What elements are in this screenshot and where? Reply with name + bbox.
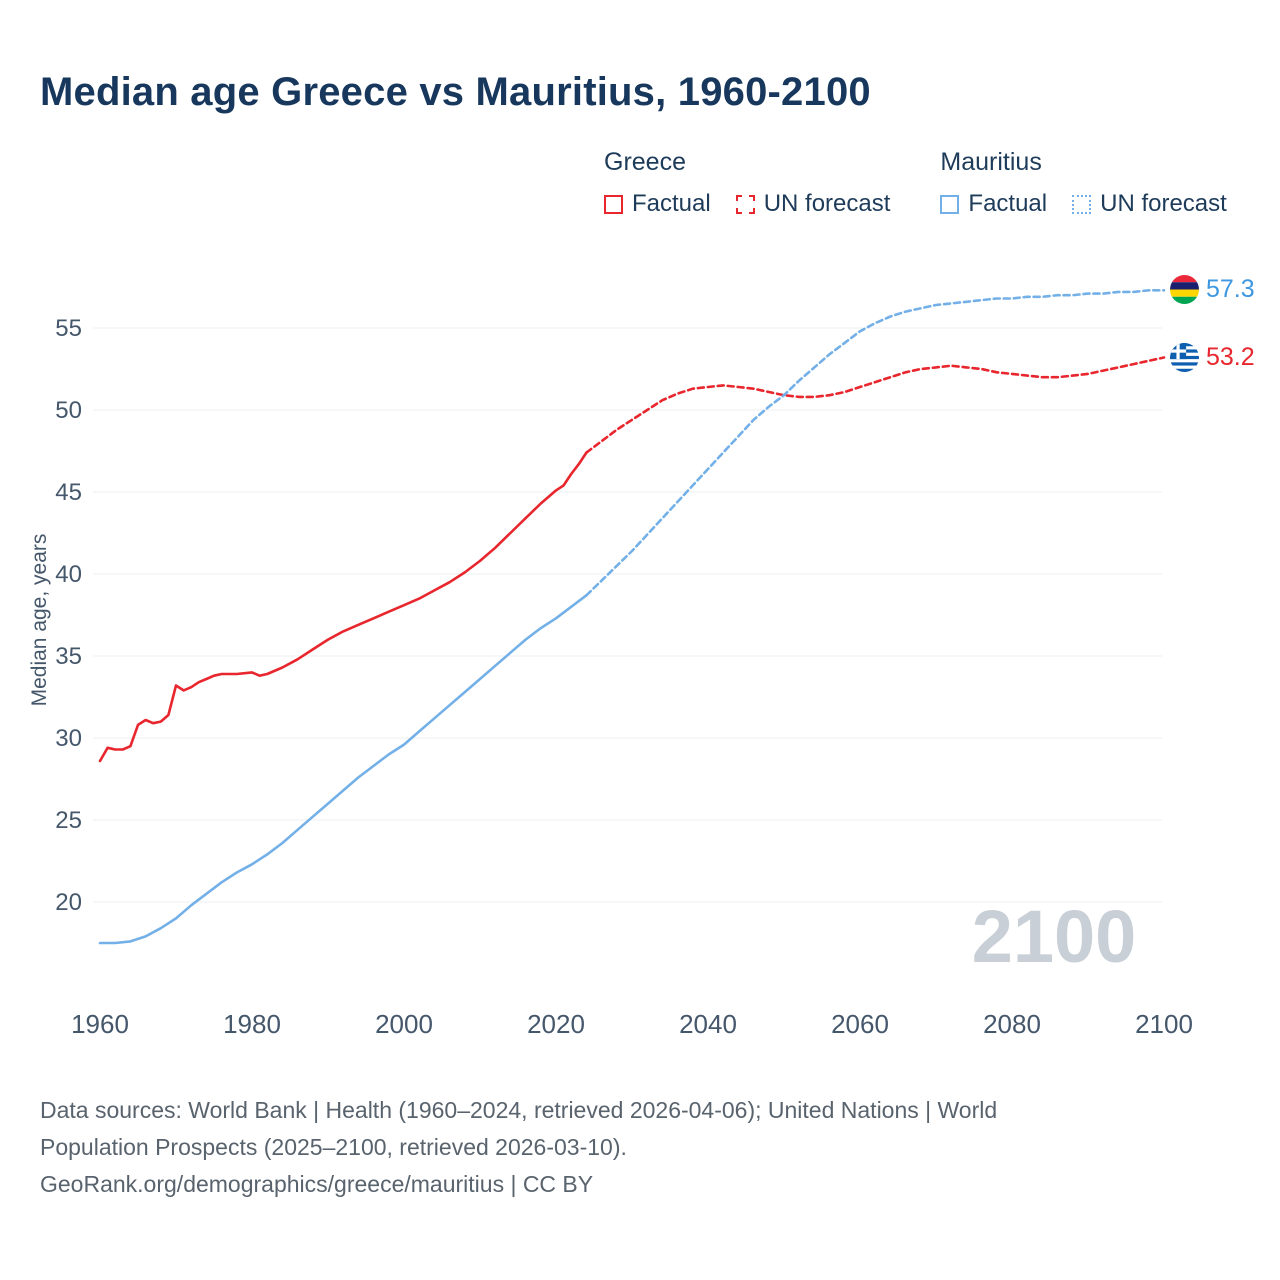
y-tick-label: 25 (55, 807, 82, 834)
y-tick-label: 50 (55, 397, 82, 424)
legend-swatch-mauritius-factual (940, 194, 960, 214)
legend-group-mauritius-title: Mauritius (940, 148, 1042, 176)
end-label-greece: 53.2 (1170, 342, 1255, 372)
series-line-greece-factual (98, 451, 588, 763)
legend-group-greece: Greece Factual UN forecast (604, 148, 890, 218)
y-tick-label: 35 (55, 643, 82, 670)
footer-line-3: GeoRank.org/demographics/greece/mauritiu… (40, 1171, 594, 1197)
end-value-greece: 53.2 (1206, 342, 1255, 371)
end-value-mauritius: 57.3 (1206, 275, 1255, 304)
x-tick-label: 1980 (223, 1009, 281, 1039)
y-tick-label: 45 (55, 479, 82, 506)
mauritius-flag-icon (1170, 275, 1199, 305)
legend-label-greece-forecast: UN forecast (763, 190, 891, 217)
legend-swatch-greece-forecast (735, 194, 755, 214)
series-line-mauritius-forecast (585, 288, 1166, 597)
y-tick-label: 40 (55, 561, 82, 588)
x-tick-label: 2060 (831, 1009, 889, 1039)
x-tick-label: 1960 (71, 1009, 129, 1039)
y-tick-label: 55 (55, 315, 82, 342)
legend-items-mauritius: Factual UN forecast (940, 190, 1227, 218)
legend-swatch-mauritius-forecast (1072, 194, 1092, 214)
chart-legend: Greece Factual UN forecast Mauritius Fac… (604, 148, 1227, 218)
legend-group-mauritius: Mauritius Factual UN forecast (940, 148, 1227, 218)
legend-label-mauritius-forecast: UN forecast (1100, 190, 1227, 217)
legend-items-greece: Factual UN forecast (604, 190, 890, 218)
x-tick-label: 2000 (375, 1009, 433, 1039)
greece-flag-icon (1170, 342, 1199, 372)
legend-swatch-greece-factual (604, 194, 623, 214)
watermark: 2100 (972, 895, 1137, 978)
y-axis-title: Median age, years (28, 534, 51, 707)
legend-label-greece-factual: Factual (632, 190, 711, 217)
series-line-greece-forecast (585, 356, 1166, 454)
y-tick-label: 20 (55, 889, 82, 916)
x-tick-label: 2040 (679, 1009, 737, 1039)
footer-line-2: Population Prospects (2025–2100, retriev… (40, 1134, 627, 1160)
end-label-mauritius: 57.3 (1170, 275, 1255, 305)
footer-line-1: Data sources: World Bank | Health (1960–… (40, 1097, 998, 1123)
chart-area: 20 25 30 35 40 45 50 55 1960 1980 2000 2020 2040 2060… (0, 240, 1280, 1050)
y-tick-label: 30 (55, 725, 82, 752)
legend-group-greece-title: Greece (604, 148, 686, 176)
x-tick-label: 2100 (1135, 1009, 1193, 1039)
chart-svg: 20 25 30 35 40 45 50 55 1960 1980 2000 2020 2040 2060… (28, 288, 1193, 1039)
series-line-mauritius-factual (98, 593, 588, 945)
legend-label-mauritius-factual: Factual (968, 190, 1048, 217)
x-tick-label: 2080 (983, 1009, 1041, 1039)
x-tick-label: 2020 (527, 1009, 585, 1039)
data-sources: Data sources: World Bank | Health (1960–… (40, 1092, 997, 1203)
page-title: Median age Greece vs Mauritius, 1960-210… (40, 70, 871, 114)
